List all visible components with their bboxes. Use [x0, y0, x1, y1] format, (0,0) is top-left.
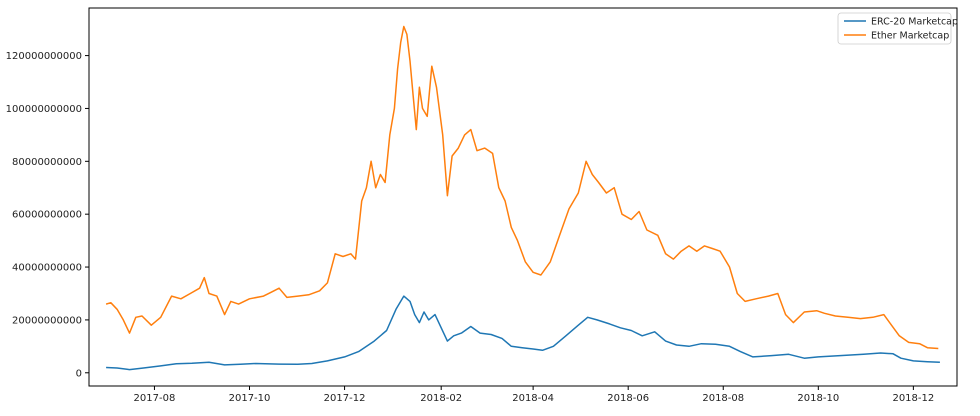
series-line-erc20 [106, 295, 940, 371]
y-tick-label: 120000000000 [6, 51, 82, 62]
x-tick-label: 2017-12 [324, 393, 366, 404]
legend-box [837, 12, 952, 45]
plot-area [89, 8, 957, 386]
x-axis: 2017-08 2017-10 2017-12 2018-02 2018-04 2018-… [134, 386, 934, 404]
y-tick-label: 60000000000 [12, 210, 82, 221]
y-tick-label: 0 [76, 368, 82, 379]
x-tick-label: 2018-06 [607, 393, 649, 404]
legend-label-erc20: ERC-20 Marketcap [871, 17, 958, 28]
x-tick-label: 2017-10 [229, 393, 271, 404]
x-tick-label: 2018-12 [892, 393, 934, 404]
x-tick-label: 2017-08 [134, 393, 176, 404]
y-tick-label: 80000000000 [12, 157, 82, 168]
y-axis: 0 20000000000 40000000000 60000000000 800000… [6, 51, 89, 379]
legend: ERC-20 Marketcap Ether Marketcap [837, 12, 958, 45]
x-tick-label: 2018-08 [702, 393, 744, 404]
series-layer [105, 25, 940, 371]
x-tick-label: 2018-10 [797, 393, 839, 404]
legend-label-ether: Ether Marketcap [871, 31, 949, 42]
plot-frame [88, 7, 958, 387]
series-line-ether [105, 25, 939, 350]
x-tick-label: 2018-04 [512, 393, 554, 404]
x-tick-label: 2018-02 [420, 393, 462, 404]
y-tick-label: 100000000000 [6, 104, 82, 115]
y-tick-label: 40000000000 [12, 263, 82, 274]
y-tick-label: 20000000000 [12, 315, 82, 326]
